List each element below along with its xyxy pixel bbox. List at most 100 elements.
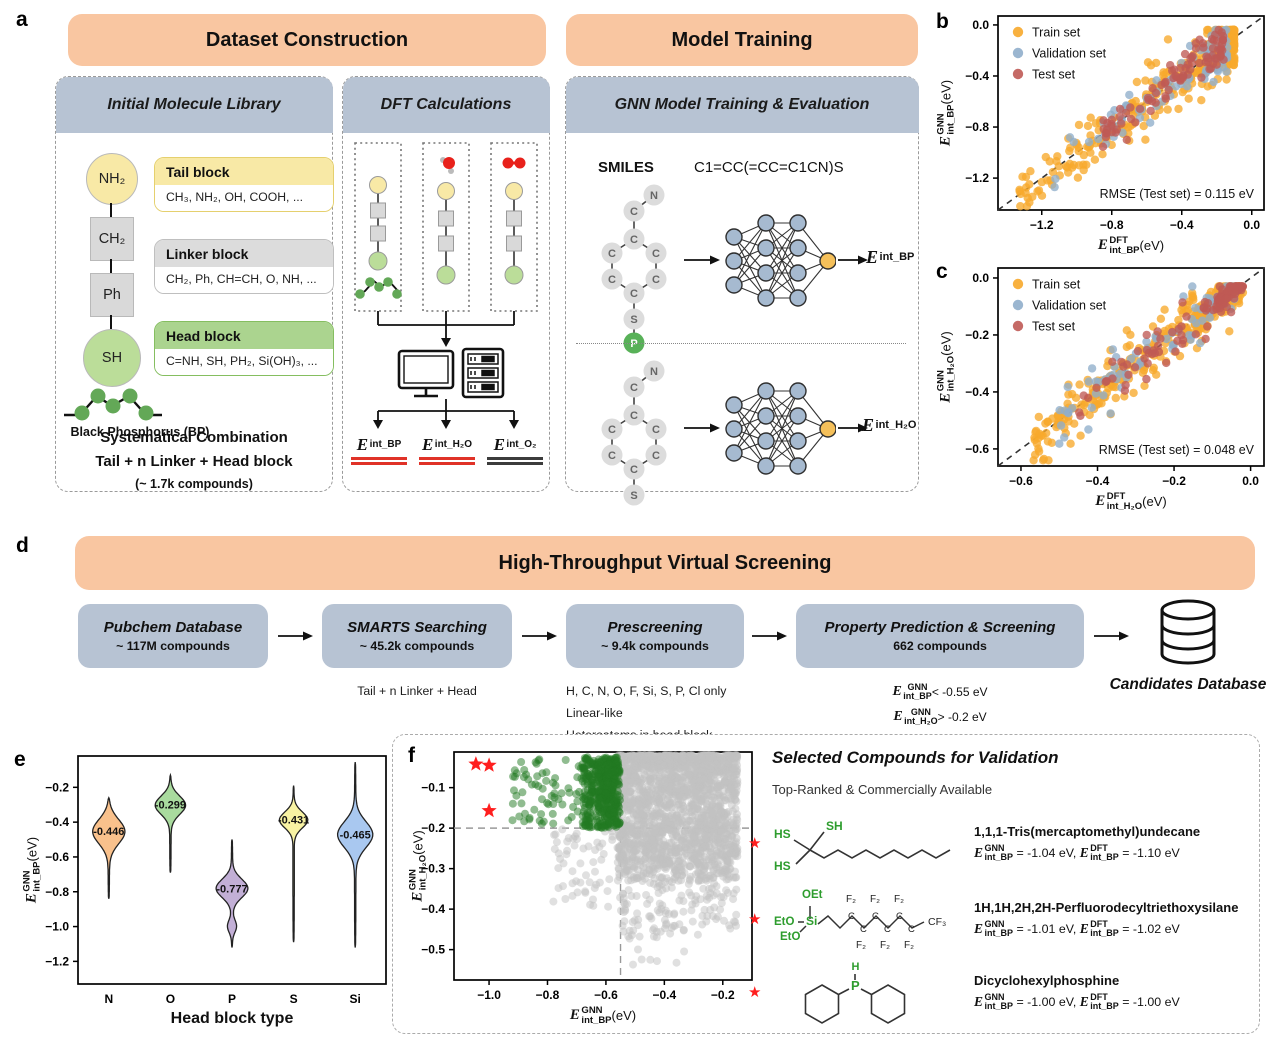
x-axis-label: E GNN int_BP (eV) [570, 1006, 636, 1025]
library-title: Initial Molecule Library [107, 95, 281, 113]
svg-text:N: N [104, 992, 113, 1006]
svg-text:F₂: F₂ [880, 940, 890, 951]
energy-formula: E GNN int_BP [974, 991, 1014, 1011]
svg-text:−0.4: −0.4 [1170, 218, 1194, 232]
hts-header: High-Throughput Virtual Screening [75, 536, 1255, 590]
svg-text:0.0: 0.0 [972, 18, 989, 32]
compound-info-2: 1H,1H,2H,2H-Perfluorodecyltriethoxysilan… [974, 900, 1238, 938]
neural-network-1 [725, 214, 836, 307]
smarts-note: Tail + n Linker + Head [357, 684, 477, 698]
svg-text:CF₃: CF₃ [928, 916, 946, 928]
black-phosphorus-icon [64, 388, 162, 421]
prescreening-note-2: Linear-like [566, 706, 623, 720]
compound-energies: E GNN int_BP = -1.04 eV, E DFT int_BP = -1.1… [974, 842, 1180, 862]
dft-diagram [354, 142, 538, 429]
selected-compounds-subtitle: Top-Ranked & Commercially Available [772, 782, 993, 797]
dft-calculations-panel: DFT Calculations [342, 76, 550, 492]
gnn-band: GNN Model Training & Evaluation [565, 76, 919, 133]
panel-f-label: f [408, 744, 415, 767]
energy-formula: E GNN int_H₂O (eV) [407, 830, 428, 902]
energy-formula: E DFT int_BP [1079, 991, 1119, 1011]
svg-text:−0.2: −0.2 [45, 780, 69, 794]
violin-plot: −0.2 −0.4 −0.6 −0.8 −1.0 −1.2 N O P S Si -0.446 -0.2… [14, 740, 394, 1040]
svg-text:−1.0: −1.0 [477, 988, 501, 1002]
svg-text:-0.446: -0.446 [93, 826, 124, 838]
arrow-icon [838, 255, 868, 265]
svg-text:0.0: 0.0 [1242, 474, 1259, 488]
compound-row-3: ★ P H Dicyclohexylphosphine E GNN int_BP =… [748, 956, 1248, 1028]
svg-text:N: N [650, 190, 658, 202]
svg-text:−1.0: −1.0 [45, 920, 69, 934]
compound-info-1: 1,1,1-Tris(mercaptomethyl)undecane E GNN i… [974, 824, 1200, 862]
chart-c-svg: −0.6 −0.4 −0.2 0.0 0.0 −0.2 −0.4 −0.6 Train set V… [965, 267, 1265, 488]
dft-title: DFT Calculations [380, 95, 512, 113]
x-axis-label: Head block type [170, 1010, 294, 1027]
energy-formula: E GNN int_BP [974, 918, 1014, 938]
star-icon: ★ [748, 835, 762, 852]
energy-formula: E DFT int_BP [1079, 842, 1119, 862]
y-axis-label: E GNN int_BP (eV) [935, 80, 956, 146]
svg-text:-0.431: -0.431 [278, 815, 309, 827]
compound-structure-3: P H [804, 961, 906, 1024]
svg-text:0.0: 0.0 [1243, 218, 1260, 232]
svg-text:RMSE (Test set) = 0.048 eV: RMSE (Test set) = 0.048 eV [1099, 443, 1255, 457]
svg-text:S: S [290, 992, 298, 1006]
series-test-set [1098, 25, 1228, 151]
arrow-icon [838, 423, 868, 433]
y-axis-label: E GNN int_BP (eV) [21, 836, 42, 904]
selected-compounds-title: Selected Compounds for Validation [772, 748, 1059, 767]
y-axis-label: E GNN int_H₂O (eV) [407, 830, 428, 902]
prescreening-note-1: H, C, N, O, F, Si, S, P, Cl only [566, 684, 727, 698]
criterion-0: E GNN int_BP < -0.55 eV [796, 682, 1084, 701]
bp-caption: Black Phosphorus (BP) [70, 425, 210, 439]
svg-text:O: O [166, 992, 175, 1006]
svg-text:Test set: Test set [1032, 320, 1076, 334]
svg-text:C: C [630, 410, 638, 422]
step-smarts: SMARTS Searching ~ 45.2k compounds [322, 604, 512, 668]
hts-title: High-Throughput Virtual Screening [498, 551, 832, 574]
svg-text:−0.4: −0.4 [965, 385, 989, 399]
panel-b-label: b [936, 10, 949, 33]
svg-text:−0.8: −0.8 [1100, 218, 1124, 232]
x-axis-label: E DFT int_H₂O (eV) [1095, 492, 1166, 511]
energy-formula: E GNN int_BP (eV) [21, 836, 42, 904]
linker-block-items: CH₂, Ph, CH=CH, O, NH, ... [155, 267, 333, 293]
svg-text:C: C [652, 248, 660, 260]
svg-text:−0.2: −0.2 [711, 988, 735, 1002]
svg-text:OEt: OEt [802, 889, 823, 901]
library-band: Initial Molecule Library [55, 76, 333, 133]
svg-text:EtO: EtO [774, 916, 795, 928]
compound-info-3: Dicyclohexylphosphine E GNN int_BP = -1.00… [974, 973, 1180, 1011]
bond-line [110, 203, 112, 217]
head-block-title: Head block [155, 322, 333, 349]
svg-text:−0.5: −0.5 [421, 943, 445, 957]
panel-a-label: a [16, 8, 28, 31]
tail-block-card: Tail block CH₃, NH₂, OH, COOH, ... [154, 157, 334, 212]
panel-e-label: e [14, 748, 26, 771]
svg-text:−1.2: −1.2 [45, 954, 69, 968]
series-candidates [508, 753, 624, 832]
database-icon [1160, 599, 1216, 665]
svg-text:−0.1: −0.1 [421, 781, 445, 795]
svg-text:SH: SH [826, 819, 843, 833]
svg-text:C: C [630, 288, 638, 300]
parity-plot-h2o: −0.6 −0.4 −0.2 0.0 0.0 −0.2 −0.4 −0.6 Train set V… [928, 256, 1271, 514]
panel-c-label: c [936, 260, 948, 283]
svg-text:−0.2: −0.2 [421, 821, 445, 835]
svg-text:HS: HS [774, 859, 791, 873]
svg-text:C: C [652, 424, 660, 436]
svg-text:P: P [851, 978, 860, 993]
svg-text:EtO: EtO [780, 931, 801, 943]
svg-text:Train set: Train set [1032, 26, 1081, 40]
svg-text:−0.3: −0.3 [421, 862, 445, 876]
svg-text:−0.2: −0.2 [965, 328, 989, 342]
y-axis-label: E GNN int_H₂O (eV) [935, 331, 956, 402]
